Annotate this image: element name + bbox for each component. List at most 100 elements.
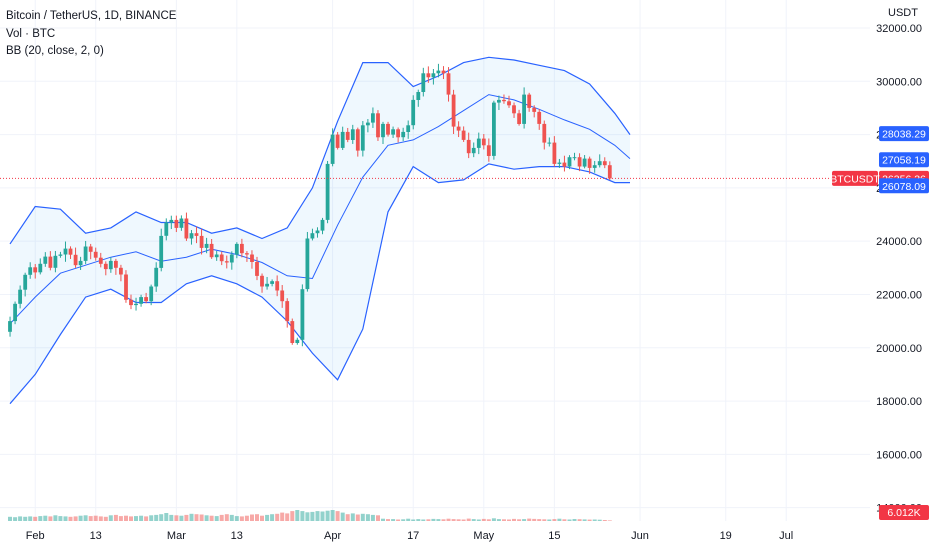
volume-bar[interactable] [552, 519, 557, 521]
candle[interactable] [537, 111, 542, 124]
candle[interactable] [587, 158, 592, 168]
volume-bar[interactable] [209, 515, 214, 521]
volume-bar[interactable] [129, 516, 133, 521]
candle[interactable] [144, 297, 148, 302]
volume-indicator-label[interactable]: Vol · BTC [6, 27, 56, 40]
volume-bar[interactable] [562, 519, 567, 521]
candle[interactable] [68, 248, 73, 255]
candle[interactable] [295, 339, 300, 343]
volume-bar[interactable] [270, 514, 275, 521]
candle[interactable] [512, 105, 516, 114]
candle[interactable] [250, 254, 254, 263]
volume-bar[interactable] [184, 514, 189, 521]
candle[interactable] [542, 123, 547, 143]
candle[interactable] [78, 260, 83, 266]
volume-bar[interactable] [532, 518, 537, 521]
volume-bar[interactable] [174, 515, 179, 521]
candle[interactable] [517, 113, 521, 124]
candle[interactable] [522, 94, 526, 124]
candle[interactable] [416, 92, 421, 100]
candle[interactable] [285, 301, 290, 322]
candle[interactable] [421, 73, 426, 92]
volume-bar[interactable] [360, 513, 365, 521]
candle[interactable] [607, 165, 612, 179]
candle[interactable] [391, 129, 395, 135]
price-tag[interactable] [879, 178, 929, 194]
volume-bar[interactable] [164, 513, 169, 521]
volume-bar[interactable] [23, 516, 28, 521]
candle[interactable] [441, 70, 446, 74]
volume-bar[interactable] [229, 514, 234, 521]
candle[interactable] [310, 233, 315, 239]
volume-bar[interactable] [149, 515, 154, 521]
volume-bar[interactable] [461, 519, 466, 522]
volume-bar[interactable] [194, 514, 199, 521]
candle[interactable] [219, 254, 224, 262]
bb-lower-line[interactable] [9, 163, 630, 405]
volume-bar[interactable] [144, 516, 149, 521]
candle[interactable] [355, 129, 360, 151]
candle[interactable] [260, 275, 264, 287]
candle[interactable] [204, 243, 209, 248]
volume-bar[interactable] [305, 512, 310, 521]
volume-bar[interactable] [290, 511, 295, 521]
volume-bar[interactable] [441, 519, 446, 521]
volume-bar[interactable] [78, 515, 83, 521]
volume-bar[interactable] [436, 519, 441, 521]
candle[interactable] [23, 274, 28, 290]
candle[interactable] [108, 260, 113, 270]
candle[interactable] [234, 243, 239, 255]
candle[interactable] [492, 102, 496, 156]
candle[interactable] [411, 99, 416, 126]
candle[interactable] [18, 289, 22, 304]
volume-bar[interactable] [320, 511, 325, 522]
candle[interactable] [164, 222, 169, 236]
volume-bar[interactable] [527, 518, 532, 521]
volume-bar[interactable] [58, 516, 63, 521]
volume-bar[interactable] [517, 519, 522, 521]
candle[interactable] [396, 129, 400, 138]
candle[interactable] [38, 263, 43, 273]
candle[interactable] [83, 246, 88, 261]
candle[interactable] [280, 290, 285, 302]
candle[interactable] [300, 289, 305, 340]
candle[interactable] [33, 267, 38, 273]
volume-bar[interactable] [376, 515, 380, 521]
volume-bar[interactable] [607, 520, 612, 521]
volume-bar[interactable] [68, 516, 73, 521]
candle[interactable] [43, 256, 48, 264]
candle[interactable] [119, 267, 123, 275]
symbol-title[interactable]: Bitcoin / TetherUS, 1D, BINANCE [6, 10, 177, 22]
volume-bar[interactable] [48, 516, 53, 521]
candle[interactable] [63, 248, 68, 255]
candle[interactable] [265, 283, 269, 287]
volume-bar[interactable] [381, 518, 385, 521]
candle[interactable] [381, 123, 385, 138]
candle[interactable] [401, 131, 406, 138]
volume-bar[interactable] [224, 514, 229, 521]
candle[interactable] [325, 163, 330, 220]
candle[interactable] [476, 138, 481, 148]
volume-bar[interactable] [244, 515, 249, 521]
volume-bar[interactable] [557, 518, 562, 521]
volume-bar[interactable] [234, 516, 239, 521]
candle[interactable] [502, 99, 506, 102]
volume-bar[interactable] [285, 513, 290, 521]
candle[interactable] [53, 255, 58, 268]
volume-bar[interactable] [512, 518, 516, 521]
volume-bar[interactable] [260, 515, 264, 521]
volume-bar[interactable] [592, 519, 597, 522]
candle[interactable] [360, 125, 365, 151]
candle[interactable] [376, 113, 380, 138]
candle[interactable] [290, 321, 295, 343]
volume-bar[interactable] [446, 518, 451, 521]
candle[interactable] [597, 161, 602, 166]
volume-bar[interactable] [582, 519, 587, 521]
candle[interactable] [577, 157, 582, 167]
price-tag[interactable] [879, 126, 929, 142]
volume-bar[interactable] [8, 516, 12, 521]
volume-bar[interactable] [275, 513, 280, 521]
candle[interactable] [139, 297, 143, 304]
volume-bar[interactable] [199, 514, 204, 522]
